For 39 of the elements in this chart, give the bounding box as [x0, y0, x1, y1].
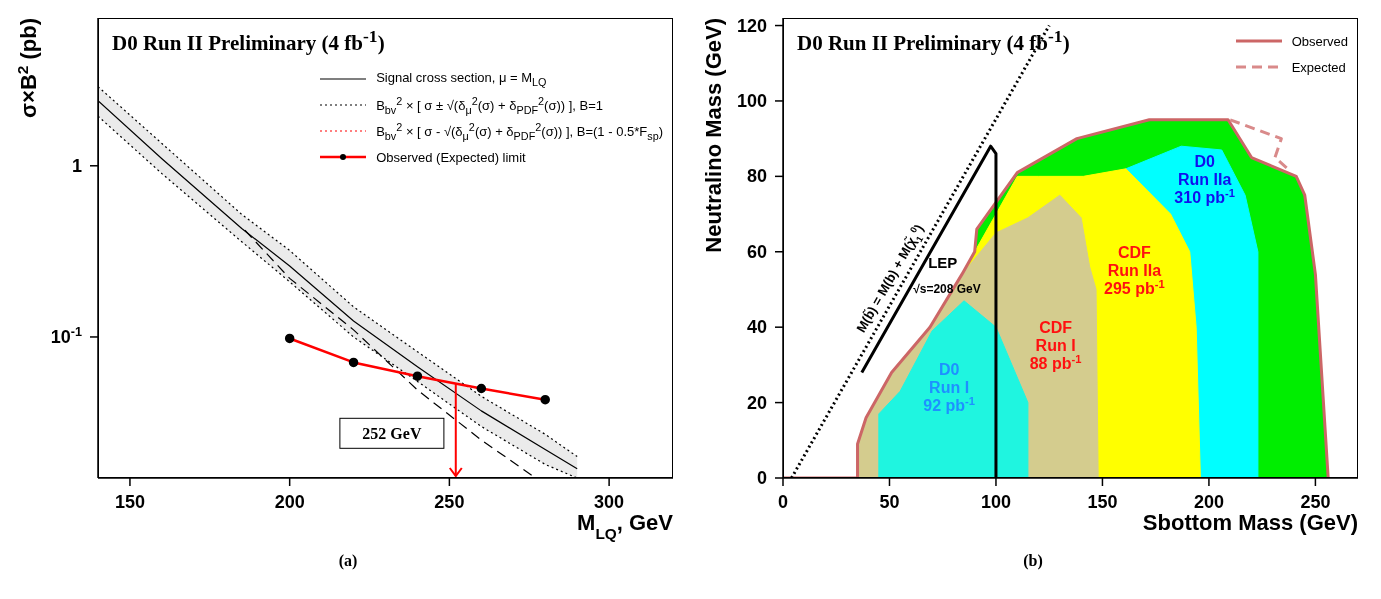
y-tick-label: 80 [746, 166, 767, 187]
annotation: √s=208 GeV [913, 281, 981, 296]
y-tick-label: 100 [736, 90, 767, 111]
annotation: LEP [928, 254, 958, 272]
text: D0 Run II Preliminary (4 fb$^{-1}$) [112, 26, 385, 56]
x-tick-label: 300 [594, 492, 625, 512]
text: D0 Run II Preliminary (4 fb$^{-1}$) [797, 26, 1070, 56]
x-axis-title: M$_{LQ}$, GeV [577, 510, 674, 542]
text: (a) [337, 552, 359, 570]
annotation: CDF Run IIa 295 pb$^{-1}$ [1104, 243, 1165, 297]
y-tick-label: 40 [746, 317, 767, 338]
text: B$_{bv}$$^{2}$ × [ σ - √(δ$_{μ}$$^{2}$(σ) + δ$_{PDF}$$^{2}$(σ)) ], B=(1 - 0.5*F$_{sp}$) [376, 120, 663, 142]
y-tick-label: 20 [746, 392, 767, 413]
annotation: D0 Run I 92 pb$^{-1}$ [923, 360, 975, 414]
x-tick-label: 200 [274, 492, 305, 512]
x-tick-label: 250 [434, 492, 465, 512]
text: B$_{bv}$$^{2}$ × [ σ ± √(δ$_{μ}$$^{2}$(σ) + δ$_{PDF}$$^{2}$(σ)) ], B=1 [376, 94, 604, 116]
y-tick-label: 0 [756, 468, 767, 488]
x-tick-label: 250 [1300, 492, 1331, 512]
x-tick-label: 50 [879, 492, 900, 512]
annotation: CDF Run I 88 pb$^{-1}$ [1029, 319, 1082, 373]
y-axis-title: Neutralino Mass (GeV) [701, 18, 726, 253]
x-tick-label: 200 [1193, 492, 1224, 512]
y-tick-label: 10$^{-1}$ [50, 324, 82, 347]
x-tick-label: 150 [1087, 492, 1118, 512]
x-tick-label: 150 [114, 492, 145, 512]
x-axis-title: Sbottom Mass (GeV) [1142, 510, 1358, 535]
legend-label: Expected [1291, 59, 1346, 75]
y-tick-label: 1 [71, 155, 82, 176]
legend-label: Signal cross section, μ = M$_{LQ}$ [376, 70, 547, 88]
y-tick-label: 120 [736, 15, 767, 36]
text: (b) [1022, 552, 1044, 570]
x-tick-label: 100 [980, 492, 1011, 512]
annotation: D0 Run IIa 310 pb$^{-1}$ [1174, 153, 1235, 207]
annotation: 252 GeV [362, 425, 422, 443]
x-tick-label: 0 [777, 492, 789, 512]
y-tick-label: 60 [746, 241, 767, 262]
legend-label: Observed [1291, 33, 1348, 49]
legend-label: Observed (Expected) limit [376, 149, 526, 165]
